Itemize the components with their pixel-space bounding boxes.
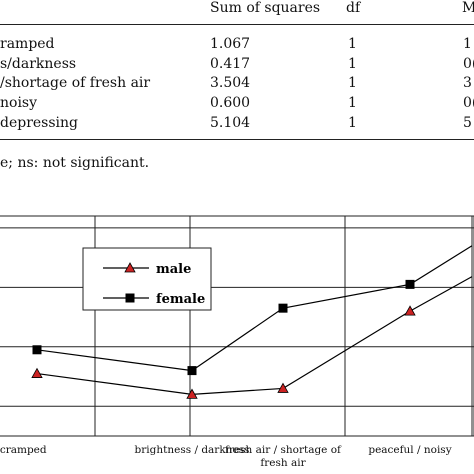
- x-tick-label: brightness / darkness: [135, 444, 250, 456]
- header-df: df: [346, 0, 361, 16]
- row-m: 5: [463, 115, 472, 131]
- row-label: noisy: [0, 95, 38, 111]
- row-df: 1: [348, 56, 357, 72]
- chart-series: [31, 245, 473, 399]
- x-tick-label: omy / cramped: [0, 444, 47, 456]
- row-sum-of-squares: 0.600: [210, 95, 251, 111]
- row-label: depressing: [0, 115, 79, 131]
- row-df: 1: [348, 95, 357, 111]
- table-footnote: e; ns: not significant.: [0, 155, 150, 171]
- row-sum-of-squares: 5.104: [210, 115, 251, 131]
- table-top-rule: [0, 24, 474, 25]
- row-m: 0(: [463, 95, 474, 111]
- row-df: 1: [348, 115, 357, 131]
- point-male: [31, 367, 43, 378]
- legend-box: [82, 247, 212, 311]
- point-female: [405, 279, 415, 289]
- legend-marker-female: [125, 293, 135, 303]
- anova-table: Sum of squares df M ramped 1.067 1 1 s/d…: [0, 0, 474, 150]
- x-tick-label: fresh air / shortage of: [225, 444, 342, 456]
- x-tick-label: fresh air: [260, 457, 306, 469]
- header-sum-of-squares: Sum of squares: [210, 0, 321, 16]
- chart-legend: male female: [82, 247, 212, 311]
- legend-label-male: male: [156, 262, 191, 277]
- row-sum-of-squares: 1.067: [210, 36, 251, 52]
- legend-marker-male: [124, 262, 136, 273]
- row-m: 0(: [463, 56, 474, 72]
- row-df: 1: [348, 36, 357, 52]
- point-female: [32, 345, 42, 355]
- header-m: M: [462, 0, 474, 16]
- row-m: 1: [463, 36, 472, 52]
- row-label: /shortage of fresh air: [0, 75, 151, 91]
- x-tick-label: peaceful / noisy: [368, 444, 451, 456]
- row-sum-of-squares: 0.417: [210, 56, 251, 72]
- row-m: 3: [463, 75, 472, 91]
- line-chart: male female omy / cramped brightness / dar…: [0, 215, 474, 469]
- point-female: [187, 366, 197, 376]
- point-male: [186, 388, 198, 399]
- chart-grid: [0, 215, 474, 437]
- table-bottom-rule: [0, 139, 474, 140]
- point-female: [278, 303, 288, 313]
- row-label: ramped: [0, 36, 55, 52]
- row-df: 1: [348, 75, 357, 91]
- point-male: [404, 305, 416, 316]
- point-male: [277, 382, 289, 393]
- plot-frame: [0, 215, 474, 437]
- row-sum-of-squares: 3.504: [210, 75, 251, 91]
- row-label: s/darkness: [0, 56, 77, 72]
- legend-label-female: female: [156, 292, 205, 307]
